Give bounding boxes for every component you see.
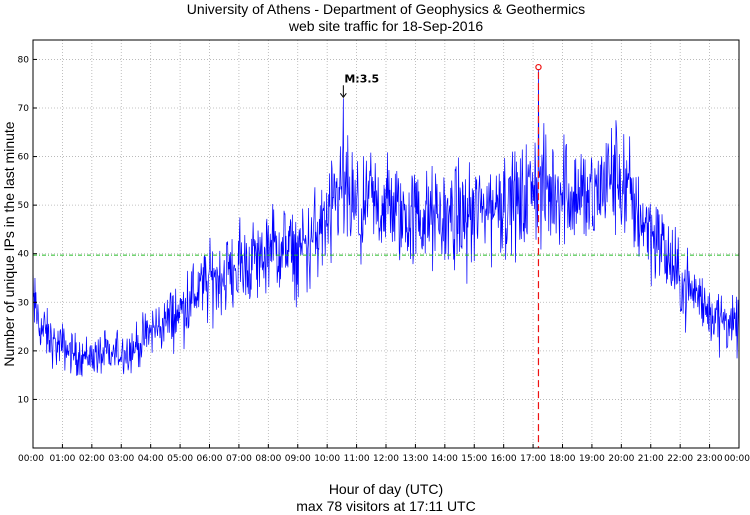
x-tick-label: 15:00 <box>461 454 487 464</box>
y-tick-label: 70 <box>18 104 30 114</box>
x-tick-label: 00:00 <box>18 454 44 464</box>
y-tick-label: 20 <box>18 347 30 357</box>
traffic-series-line <box>32 69 740 377</box>
annotation-label: M:3.5 <box>344 72 379 85</box>
x-tick-label: 10:00 <box>314 454 340 464</box>
x-tick-label: 07:00 <box>226 454 252 464</box>
x-axis-label: Hour of day (UTC) <box>329 481 443 497</box>
x-tick-label: 00:00 <box>724 454 750 464</box>
x-tick-label: 13:00 <box>402 454 428 464</box>
chart-subtitle: web site traffic for 18-Sep-2016 <box>288 18 484 34</box>
max-marker-group <box>535 63 542 448</box>
y-tick-label: 60 <box>18 153 30 163</box>
y-tick-label: 10 <box>18 395 30 405</box>
x-tick-label: 11:00 <box>344 454 370 464</box>
y-tick-label: 30 <box>18 298 30 308</box>
max-visitors-note: max 78 visitors at 17:11 UTC <box>296 498 475 514</box>
x-tick-label: 04:00 <box>138 454 164 464</box>
x-tick-label: 06:00 <box>197 454 223 464</box>
x-tick-label: 21:00 <box>638 454 664 464</box>
x-tick-label: 22:00 <box>667 454 693 464</box>
grid-lines <box>33 40 739 448</box>
x-tick-label: 01:00 <box>49 454 75 464</box>
x-tick-label: 12:00 <box>373 454 399 464</box>
x-tick-label: 03:00 <box>108 454 134 464</box>
x-tick-label: 02:00 <box>79 454 105 464</box>
series-group <box>32 69 740 377</box>
x-tick-label: 09:00 <box>285 454 311 464</box>
chart-title: University of Athens - Department of Geo… <box>187 1 585 17</box>
y-axis-label: Number of unique IPs in the last minute <box>1 121 17 366</box>
x-tick-label: 14:00 <box>432 454 458 464</box>
max-marker-circle <box>535 63 542 71</box>
x-tick-label: 17:00 <box>520 454 546 464</box>
x-tick-label: 08:00 <box>255 454 281 464</box>
y-tick-label: 50 <box>18 201 30 211</box>
annotation-group: M:3.5 <box>339 72 379 99</box>
x-tick-label: 20:00 <box>608 454 634 464</box>
y-tick-label: 80 <box>18 55 30 65</box>
x-tick-label: 18:00 <box>550 454 576 464</box>
x-tick-label: 19:00 <box>579 454 605 464</box>
annotation-arrow-head <box>339 92 347 99</box>
y-tick-labels: 10 20 30 40 50 60 70 80 <box>18 55 37 405</box>
x-tick-label: 23:00 <box>697 454 723 464</box>
x-tick-label: 05:00 <box>167 454 193 464</box>
x-tick-label: 16:00 <box>491 454 517 464</box>
y-tick-label: 40 <box>18 250 30 260</box>
x-tick-labels: 00:00 01:00 02:00 03:00 04:00 05:00 06:00 07:00… <box>18 444 750 464</box>
